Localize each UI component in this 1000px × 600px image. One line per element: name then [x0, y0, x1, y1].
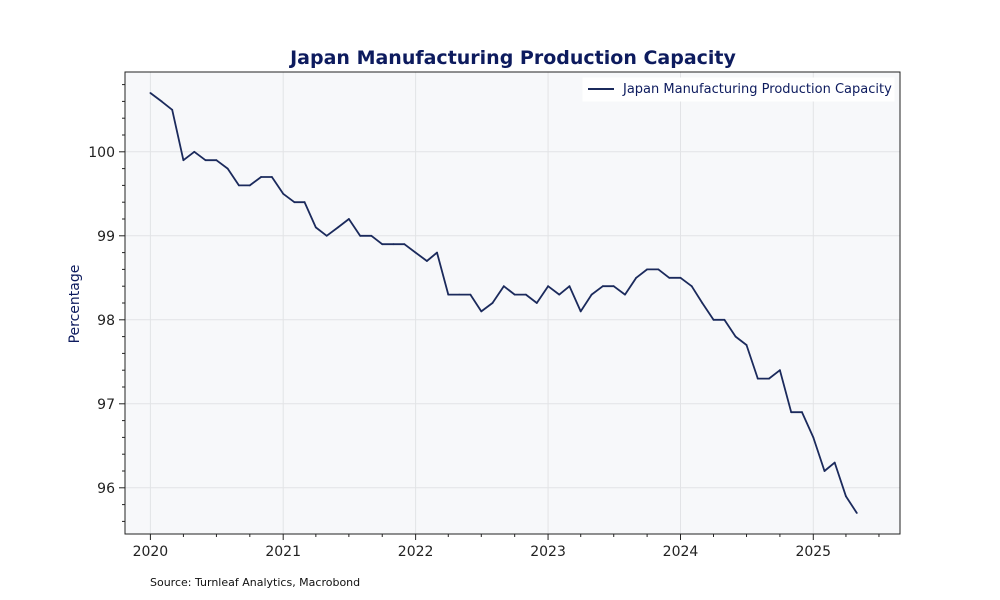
data-point — [502, 285, 505, 288]
data-point — [756, 377, 759, 380]
data-point — [801, 411, 803, 414]
x-tick-label: 2025 — [795, 544, 831, 560]
data-point — [668, 276, 671, 279]
data-point — [833, 461, 836, 464]
data-point — [447, 293, 450, 296]
data-point — [414, 251, 417, 254]
data-point — [370, 234, 373, 237]
data-point — [458, 293, 461, 296]
grid — [125, 72, 900, 534]
data-point — [535, 302, 538, 304]
data-point — [293, 201, 296, 204]
data-point — [812, 436, 815, 439]
x-tick-label: 2022 — [398, 544, 434, 560]
chart-title: Japan Manufacturing Production Capacity — [288, 47, 736, 69]
legend[interactable]: Japan Manufacturing Production Capacity — [582, 77, 895, 102]
data-point — [790, 411, 793, 414]
data-point — [646, 268, 649, 271]
plot-area — [125, 72, 900, 534]
data-point — [193, 150, 196, 153]
data-point — [525, 293, 527, 296]
data-point — [635, 276, 638, 279]
data-point — [325, 234, 328, 237]
data-point — [436, 251, 438, 254]
data-point — [624, 293, 626, 296]
data-point — [855, 512, 858, 514]
data-point — [845, 495, 847, 498]
data-point — [601, 285, 604, 288]
data-point — [271, 176, 273, 178]
data-point — [160, 100, 163, 103]
data-point — [204, 159, 207, 162]
data-point — [260, 176, 262, 178]
data-point — [779, 369, 781, 372]
source-note: Source: Turnleaf Analytics, Macrobond — [150, 576, 360, 589]
data-point — [513, 293, 516, 296]
y-axis-label: Percentage — [67, 265, 83, 344]
data-point — [215, 159, 218, 162]
data-point — [469, 293, 472, 296]
data-point — [579, 310, 582, 313]
data-point — [768, 377, 770, 380]
y-tick-label: 99 — [97, 229, 115, 245]
legend-label: Japan Manufacturing Production Capacity — [622, 82, 892, 97]
data-point — [226, 167, 229, 170]
data-point — [723, 318, 726, 321]
data-point — [182, 159, 185, 162]
data-point — [248, 184, 251, 187]
y-tick-label: 96 — [97, 481, 115, 497]
data-point — [690, 285, 693, 288]
data-point — [590, 293, 593, 296]
data-point — [712, 318, 715, 321]
x-tick-label: 2023 — [530, 544, 566, 560]
data-point — [238, 184, 240, 187]
data-point — [403, 243, 406, 246]
series-layer — [149, 92, 858, 514]
data-point — [657, 268, 660, 271]
data-point — [303, 201, 306, 204]
data-point — [314, 226, 317, 229]
data-point — [734, 335, 737, 338]
data-point — [547, 285, 549, 288]
legend-box — [582, 77, 895, 102]
data-point — [568, 285, 571, 288]
y-tick-label: 98 — [97, 313, 115, 329]
data-point — [491, 302, 494, 304]
y-tick-label: 100 — [88, 145, 115, 161]
y-tick-label: 97 — [97, 397, 115, 413]
data-point — [347, 218, 350, 220]
data-point — [337, 226, 339, 229]
data-point — [823, 470, 826, 472]
x-tick-label: 2021 — [265, 544, 301, 560]
x-tick-label: 2020 — [133, 544, 169, 560]
data-point — [425, 260, 428, 262]
data-point — [171, 108, 174, 111]
data-point — [480, 310, 483, 313]
data-point — [282, 192, 285, 195]
data-point — [359, 234, 362, 237]
data-point — [381, 243, 384, 246]
data-point — [701, 302, 704, 304]
data-point — [745, 344, 748, 346]
data-point — [392, 243, 395, 246]
axis-ticks: 2020 2021 2022 2023 2024 2025 96 97 98 99 100 — [88, 84, 880, 560]
data-point — [558, 293, 561, 296]
data-point — [149, 92, 152, 94]
x-tick-label: 2024 — [663, 544, 699, 560]
data-point — [612, 285, 615, 288]
data-point — [679, 276, 682, 279]
